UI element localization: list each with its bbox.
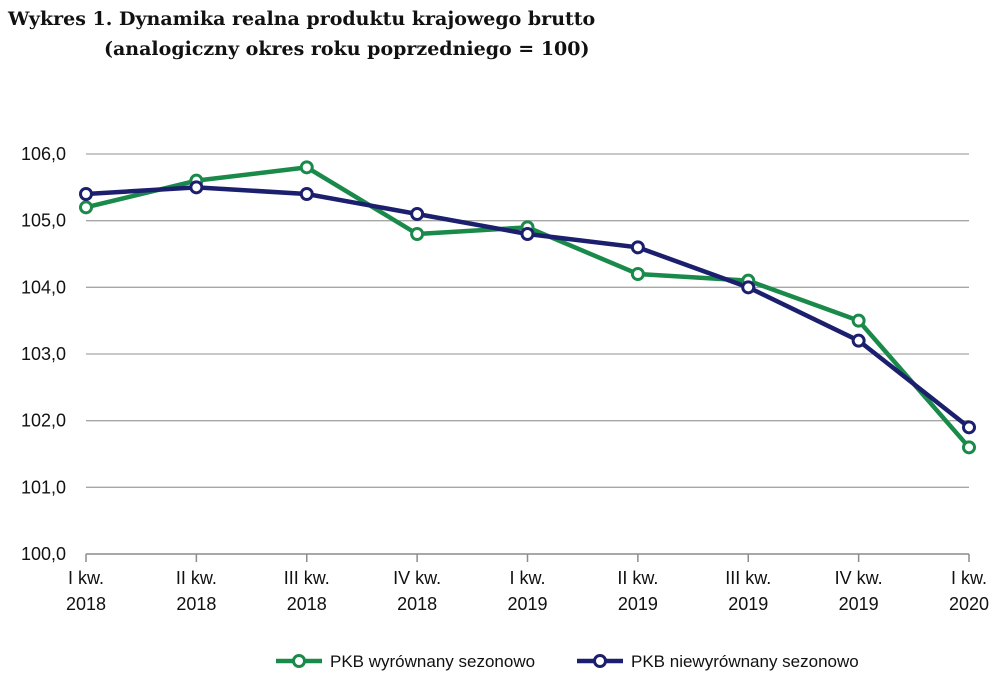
data-point	[520, 227, 535, 241]
chart-title: Wykres 1. Dynamika realna produktu krajo…	[8, 4, 595, 64]
data-point	[189, 180, 204, 195]
data-point	[410, 227, 425, 241]
data-point	[410, 207, 425, 221]
title-line-1: Wykres 1. Dynamika realna produktu krajo…	[8, 8, 596, 30]
x-tick-label: II kw. 2019	[617, 568, 658, 614]
legend-label: PKB wyrównany sezonowo	[330, 652, 535, 671]
legend-item: PKB niewyrównany sezonowo	[577, 652, 859, 671]
y-tick-label: 101,0	[21, 477, 66, 497]
x-tick-label: I kw. 2019	[507, 568, 547, 614]
x-tick-label: III kw. 2018	[284, 568, 330, 614]
y-tick-label: 104,0	[21, 277, 66, 297]
data-point	[962, 420, 976, 435]
data-point	[299, 160, 314, 175]
x-tick-label: II kw. 2018	[176, 568, 217, 614]
data-point	[79, 200, 93, 215]
data-point	[630, 240, 645, 255]
x-tick-label: IV kw. 2018	[393, 568, 441, 614]
legend-item: PKB wyrównany sezonowo	[276, 652, 535, 671]
gridlines	[86, 153, 969, 488]
legend-marker	[292, 654, 306, 668]
x-tick-label: IV kw. 2019	[835, 568, 883, 614]
data-point	[630, 267, 645, 281]
legend: PKB wyrównany sezonowo PKB niewyrównany s…	[276, 652, 859, 671]
legend-marker	[593, 654, 607, 668]
legend-label: PKB niewyrównany sezonowo	[631, 652, 859, 671]
y-tick-label: 100,0	[21, 544, 66, 564]
y-tick-label: 103,0	[21, 344, 66, 364]
data-point	[851, 313, 866, 328]
title-line-2: (analogiczny okres roku poprzedniego = 1…	[104, 38, 590, 60]
y-tick-label: 102,0	[21, 411, 66, 431]
data-point	[741, 280, 756, 295]
data-point	[299, 187, 314, 201]
data-point	[851, 333, 866, 348]
x-tick-label: III kw. 2019	[725, 568, 771, 614]
series-line-1	[85, 165, 971, 449]
y-tick-label: 105,0	[21, 211, 66, 231]
x-axis: I kw. 2018 II kw. 2018 III kw. 2018 IV kw. 2018…	[66, 553, 989, 614]
series-lines	[79, 160, 976, 455]
y-axis-labels: 100,0 101,0 102,0 103,0 104,0 105,0 106,0	[21, 144, 66, 564]
data-point	[962, 440, 976, 455]
x-tick-label: I kw. 2020	[949, 568, 989, 614]
y-tick-label: 106,0	[21, 144, 66, 164]
x-tick-label: I kw. 2018	[66, 568, 106, 614]
data-point	[79, 187, 93, 201]
